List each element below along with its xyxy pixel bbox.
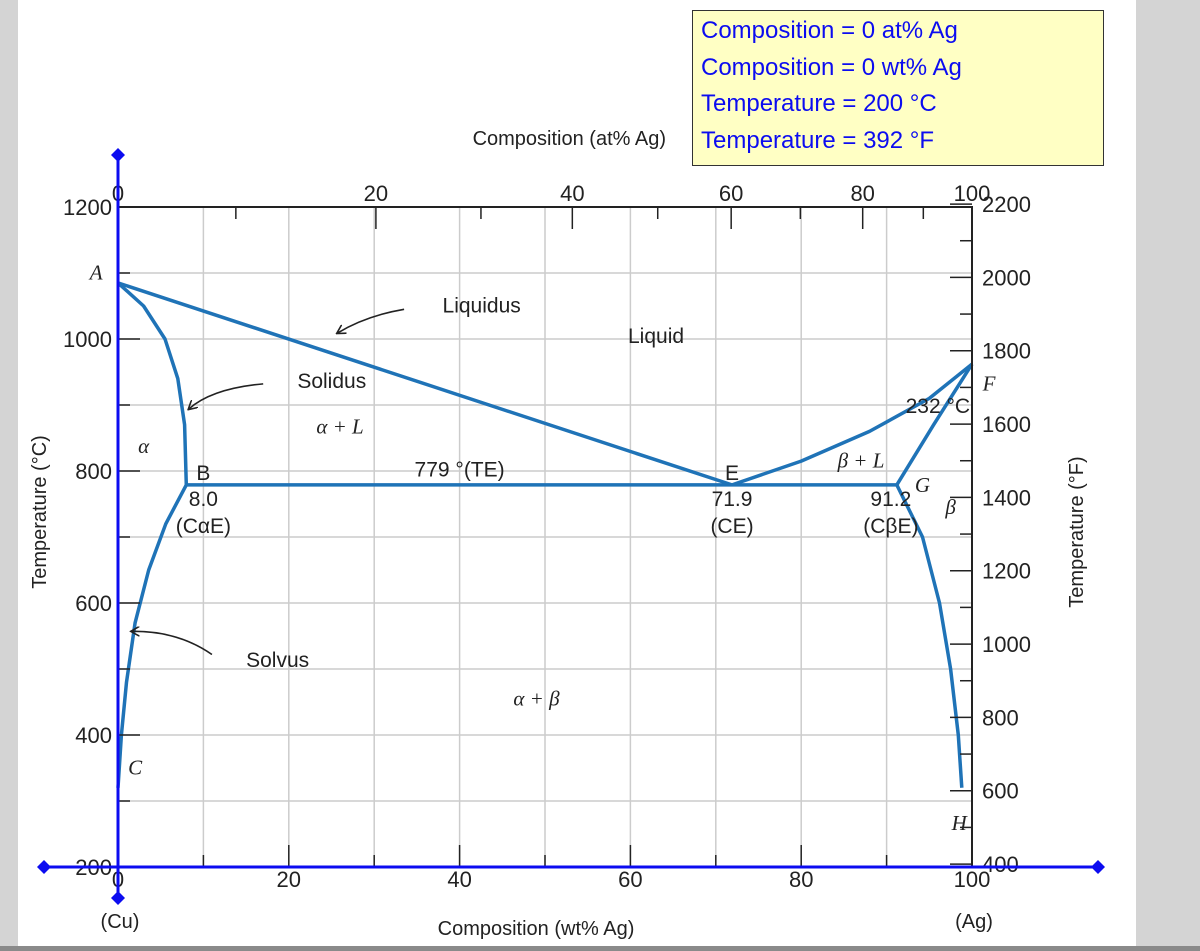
label-c-e: 71.9: [712, 488, 753, 511]
copper-end-label: (Cu): [101, 911, 140, 933]
phase-boundary-line: [895, 363, 974, 486]
solidus-arrow: [189, 383, 264, 409]
right-tick-label: 600: [982, 779, 1019, 804]
label-c-e-sym: (CE): [710, 515, 753, 538]
left-tick-label: 800: [75, 459, 112, 484]
right-tick-label: 2200: [982, 192, 1031, 217]
label-c-alpha-e: 8.0: [189, 488, 218, 511]
label-pt-G: G: [915, 473, 930, 497]
label-beta: β: [944, 495, 956, 519]
phase-boundary-line: [116, 281, 189, 485]
readout-composition-at: Composition = 0 at% Ag: [701, 17, 958, 44]
label-t-232: 232 °C: [906, 395, 970, 418]
solvus-arrow: [132, 631, 213, 656]
left-axis-title: Temperature (°C): [29, 435, 51, 589]
label-c-beta-e-sym: (CβE): [863, 515, 918, 538]
readout-temperature-c: Temperature = 200 °C: [701, 90, 937, 117]
bottom-tick-label: 80: [789, 867, 813, 892]
phase-boundaries: [116, 281, 974, 788]
right-axis-title: Temperature (°F): [1066, 456, 1088, 607]
bottom-tick-label: 20: [277, 867, 301, 892]
label-alpha: α: [138, 434, 150, 458]
label-pt-H: H: [951, 811, 969, 835]
top-tick-label: 100: [954, 181, 991, 206]
silver-end-label: (Ag): [955, 911, 993, 933]
top-tick-label: 60: [719, 181, 743, 206]
readout-composition-wt: Composition = 0 wt% Ag: [701, 53, 962, 81]
label-pt-E: E: [725, 462, 739, 485]
bottom-tick-label: 100: [954, 867, 991, 892]
label-pt-F: F: [982, 371, 996, 395]
cursor-top-handle: [111, 148, 125, 162]
top-tick-label: 80: [850, 181, 874, 206]
phase-boundary-line: [731, 362, 974, 487]
gridlines: [118, 207, 972, 867]
phase-boundary-line: [895, 484, 964, 788]
axes: 0204060801000204060801002004006008001000…: [63, 181, 1031, 892]
left-tick-label: 400: [75, 723, 112, 748]
right-tick-label: 1200: [982, 559, 1031, 584]
label-beta-L: β + L: [837, 449, 885, 473]
value-readout-box: Composition = 0 at% Ag Composition = 0 w…: [692, 10, 1104, 166]
label-liquidus: Liquidus: [443, 295, 521, 318]
label-pt-A: A: [88, 261, 103, 285]
left-tick-label: 1000: [63, 327, 112, 352]
annotations: A B C E F G H Liquidus Solidus Solvus Liquid α α + L…: [88, 261, 996, 835]
label-c-beta-e: 91.2: [870, 488, 911, 511]
left-tick-label: 600: [75, 591, 112, 616]
cursor-right-handle: [1091, 860, 1105, 874]
bottom-tick-label: 40: [447, 867, 471, 892]
label-alpha-L: α + L: [316, 414, 363, 438]
right-tick-label: 800: [982, 705, 1019, 730]
cursor-bottom-handle: [111, 891, 125, 905]
left-tick-label: 1200: [63, 195, 112, 220]
liquidus-arrow: [337, 308, 405, 333]
label-liquid: Liquid: [628, 325, 684, 348]
label-c-alpha-e-sym: (CαE): [176, 515, 231, 538]
right-tick-label: 1400: [982, 485, 1031, 510]
readout-temperature-f: Temperature = 392 °F: [701, 126, 935, 154]
right-tick-label: 1600: [982, 412, 1031, 437]
label-solidus: Solidus: [297, 370, 366, 393]
phase-diagram-chart[interactable]: 0204060801000204060801002004006008001000…: [18, 0, 1136, 946]
phase-boundary-line: [117, 281, 733, 487]
right-tick-label: 2000: [982, 265, 1031, 290]
bottom-axis-title: Composition (wt% Ag): [438, 918, 635, 940]
cursor-left-handle: [37, 860, 51, 874]
cursor-crosshair: [37, 148, 1105, 905]
label-pt-B: B: [196, 462, 210, 485]
top-axis-title: Composition (at% Ag): [473, 128, 666, 150]
label-pt-C: C: [128, 756, 143, 780]
bottom-tick-label: 60: [618, 867, 642, 892]
top-tick-label: 20: [364, 181, 388, 206]
label-alpha-beta: α + β: [513, 686, 560, 710]
right-tick-label: 1800: [982, 339, 1031, 364]
label-solvus: Solvus: [246, 649, 309, 672]
label-t-eutectic: 779 °(TE): [415, 458, 505, 481]
annotation-arrows: [132, 308, 405, 656]
bottom-border: [0, 946, 1200, 951]
right-tick-label: 400: [982, 852, 1019, 877]
top-tick-label: 40: [560, 181, 584, 206]
right-tick-label: 1000: [982, 632, 1031, 657]
